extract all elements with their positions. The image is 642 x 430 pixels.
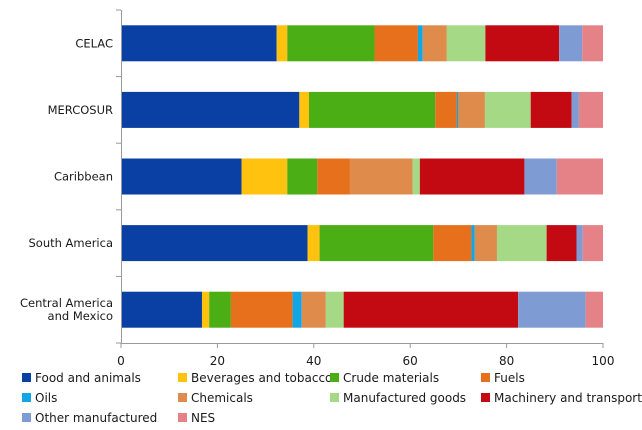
legend-label: Chemicals — [191, 391, 253, 405]
bar-segment — [417, 25, 423, 62]
bar-segment — [292, 291, 302, 328]
bar-segment — [276, 25, 288, 62]
legend-label: Food and animals — [35, 371, 141, 385]
legend-swatch — [22, 393, 31, 402]
legend-swatch — [481, 373, 490, 382]
bar-segment — [121, 158, 242, 195]
bar-segment — [518, 291, 586, 328]
bar-segment — [585, 291, 603, 328]
bar-segment — [435, 91, 457, 128]
bar-segment — [209, 291, 231, 328]
bar-segment — [349, 158, 413, 195]
bar-segment — [412, 158, 420, 195]
bar-segment — [121, 91, 300, 128]
bar-segment — [301, 291, 326, 328]
bar-segment — [308, 91, 436, 128]
bar-segment — [241, 158, 288, 195]
bar-segment — [446, 25, 486, 62]
bar-segment — [299, 91, 309, 128]
x-tick-label: 20 — [210, 354, 225, 368]
category-label: South America — [28, 236, 113, 250]
legend: Food and animals Beverages and tobacco Cru… — [22, 371, 642, 425]
bar-segment — [201, 291, 210, 328]
bar-segment — [121, 225, 308, 262]
bar-segment — [582, 25, 603, 62]
x-tick-labels: 0 20 40 60 80 100 — [117, 354, 614, 368]
bar-segment — [121, 25, 277, 62]
bar-group — [121, 25, 603, 328]
legend-swatch — [178, 373, 187, 382]
bar-segment — [576, 225, 583, 262]
bar-segment — [307, 225, 320, 262]
bar-segment — [458, 91, 485, 128]
axes — [116, 9, 604, 348]
legend-swatch — [330, 393, 339, 402]
category-label: Central America and Mexico — [20, 296, 113, 323]
legend-label: NES — [191, 411, 215, 425]
bar-segment — [343, 291, 519, 328]
legend-label: Machinery and transport — [494, 391, 642, 405]
bar-segment — [287, 25, 375, 62]
legend-label: Fuels — [494, 371, 525, 385]
category-labels: CELAC MERCOSUR Caribbean South America Centr… — [20, 36, 113, 323]
bar-segment — [287, 158, 318, 195]
category-label: MERCOSUR — [48, 103, 113, 117]
bar-segment — [546, 225, 577, 262]
bar-segment — [485, 25, 560, 62]
legend-label: Beverages and tobacco — [191, 371, 332, 385]
bar-segment — [419, 158, 525, 195]
category-label: Caribbean — [54, 170, 113, 184]
x-tick-label: 100 — [592, 354, 615, 368]
bar-segment — [484, 91, 531, 128]
legend-swatch — [178, 393, 187, 402]
category-label: CELAC — [75, 36, 113, 50]
bar-segment — [471, 225, 475, 262]
bar-segment — [121, 291, 202, 328]
x-tick-label: 60 — [403, 354, 418, 368]
bar-segment — [456, 91, 459, 128]
bar-segment — [433, 225, 472, 262]
legend-label: Other manufactured — [35, 411, 157, 425]
bar-segment — [578, 91, 603, 128]
x-tick-label: 0 — [117, 354, 125, 368]
legend-swatch — [22, 413, 31, 422]
bar-segment — [556, 158, 603, 195]
bar-segment — [582, 225, 603, 262]
legend-label: Manufactured goods — [343, 391, 466, 405]
bar-segment — [422, 25, 447, 62]
bar-segment — [319, 225, 434, 262]
x-tick-label: 80 — [499, 354, 514, 368]
legend-swatch — [330, 373, 339, 382]
legend-label: Oils — [35, 391, 57, 405]
bar-segment — [559, 25, 583, 62]
legend-swatch — [22, 373, 31, 382]
legend-swatch — [481, 393, 490, 402]
bar-segment — [571, 91, 579, 128]
bar-segment — [524, 158, 557, 195]
bar-segment — [230, 291, 293, 328]
legend-label: Crude materials — [343, 371, 439, 385]
bar-segment — [374, 25, 418, 62]
bar-segment — [325, 291, 344, 328]
bar-segment — [496, 225, 547, 262]
bar-segment — [474, 225, 497, 262]
x-tick-label: 40 — [306, 354, 321, 368]
legend-swatch — [178, 413, 187, 422]
bar-segment — [530, 91, 572, 128]
bar-segment — [317, 158, 350, 195]
